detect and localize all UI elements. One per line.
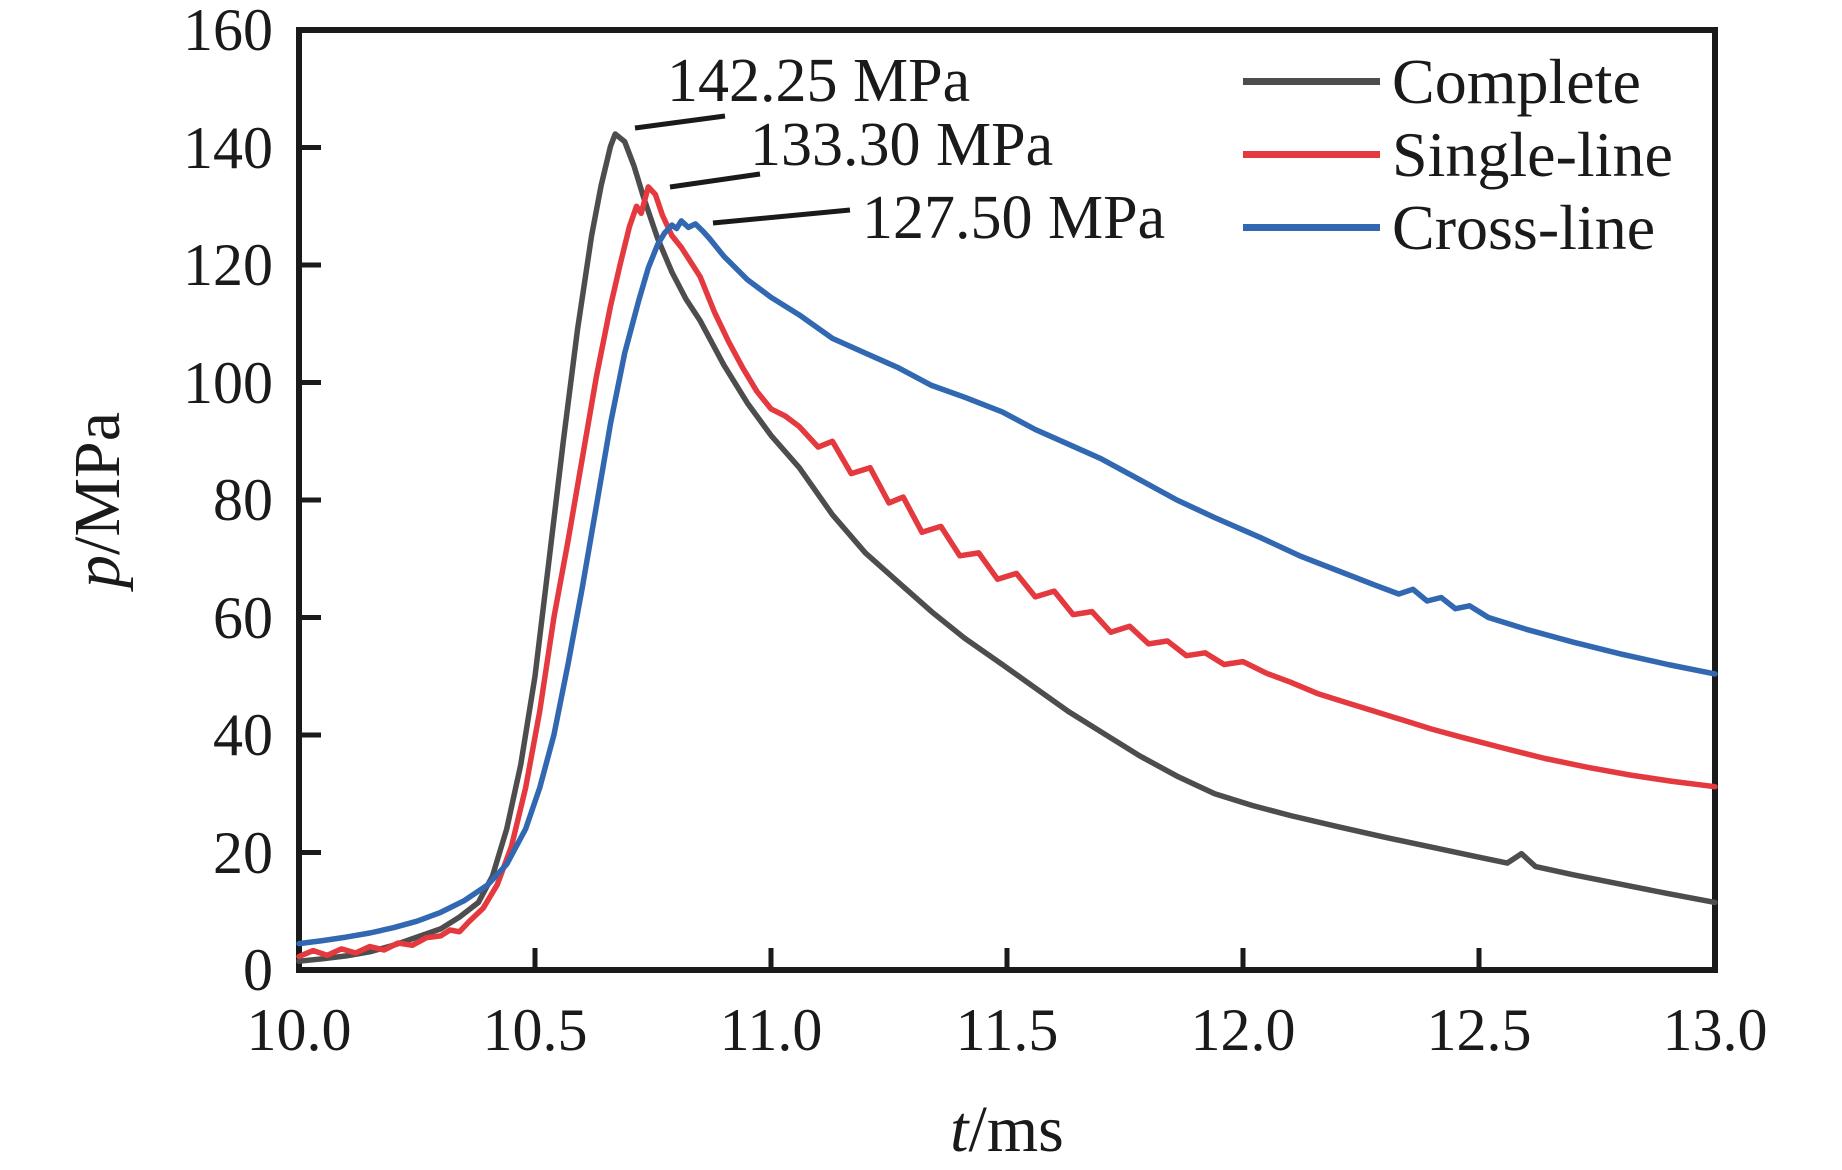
legend-item-single-line: Single-line	[1243, 118, 1673, 191]
annotation-leader-line	[669, 171, 761, 190]
legend-item-complete: Complete	[1243, 45, 1673, 118]
curve-complete	[296, 131, 1718, 964]
y-tick-label: 160	[183, 0, 273, 63]
legend-item-cross-line: Cross-line	[1243, 191, 1673, 264]
x-tick-label: 10.0	[246, 997, 352, 1063]
y-tick-label: 140	[183, 114, 273, 181]
y-tick-label: 80	[213, 467, 273, 533]
legend: Complete Single-line Cross-line	[1243, 45, 1673, 264]
y-tick-label: 0	[243, 937, 273, 1003]
legend-line-cross-line-swatch	[1243, 224, 1380, 231]
x-tick-label: 12.5	[1426, 997, 1532, 1063]
y-axis-variable: p	[61, 555, 134, 589]
x-axis-variable: t	[950, 1093, 969, 1166]
x-axis-title: t/ms	[950, 1097, 1064, 1163]
y-tick-label: 100	[183, 349, 273, 416]
legend-label-cross-line: Cross-line	[1392, 191, 1656, 263]
curve-cross-line	[296, 218, 1718, 947]
legend-line-single-line-swatch	[1243, 151, 1380, 158]
y-tick-label: 20	[213, 819, 273, 886]
y-tick-label: 40	[213, 702, 273, 768]
x-axis-unit: /ms	[968, 1093, 1064, 1166]
peak-annotation-single-line: 133.30 MPa	[750, 111, 1054, 179]
curve-single-line	[296, 184, 1718, 960]
peak-annotation-cross-line: 127.50 MPa	[862, 184, 1166, 252]
x-tick-label: 10.5	[482, 997, 588, 1063]
y-tick-label: 120	[183, 232, 273, 298]
x-tick-label: 11.5	[955, 997, 1059, 1063]
x-tick-label: 11.0	[719, 997, 823, 1063]
annotation-leader-line	[634, 113, 726, 131]
legend-line-complete-swatch	[1243, 78, 1380, 85]
legend-label-complete: Complete	[1392, 45, 1641, 117]
peak-annotation-complete: 142.25 MPa	[667, 47, 971, 115]
x-tick-label: 13.0	[1662, 997, 1768, 1063]
legend-label-single-line: Single-line	[1392, 118, 1673, 190]
annotation-leader-line	[712, 207, 851, 226]
x-tick-label: 12.0	[1190, 997, 1296, 1063]
y-tick-label: 60	[213, 584, 273, 651]
